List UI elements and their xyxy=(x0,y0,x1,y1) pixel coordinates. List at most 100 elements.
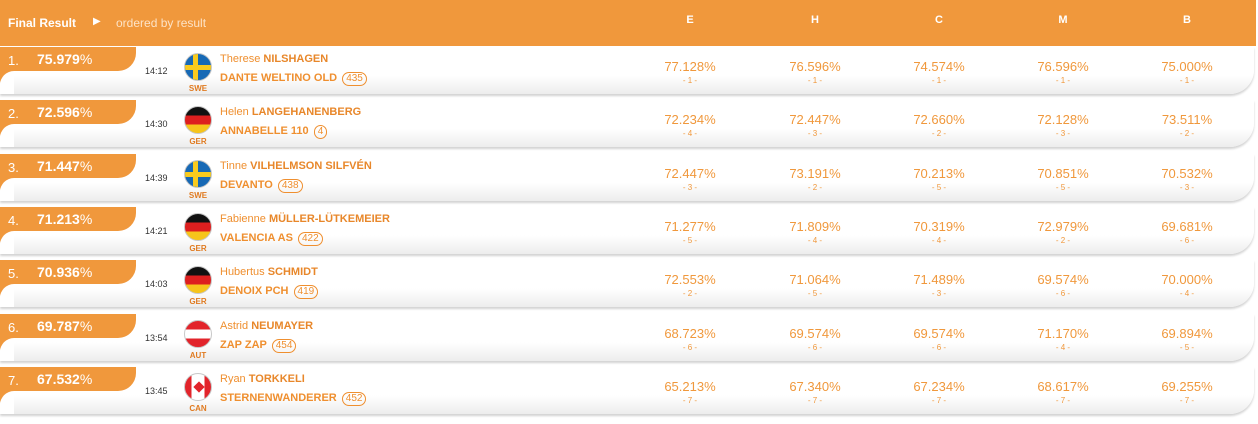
rider-last-name: LANGEHANENBERG xyxy=(251,106,362,119)
horse-name-text: ZAP ZAP xyxy=(220,338,267,351)
judge-percentage: 71.064% xyxy=(789,272,841,288)
ger-flag-icon xyxy=(184,106,212,135)
swe-flag-icon xyxy=(184,159,212,188)
total-score-value: 67.532 xyxy=(37,370,80,387)
rider-first-name: Ryan xyxy=(220,372,246,385)
ordering-label[interactable]: ordered by result xyxy=(116,16,207,30)
horse-name-text: ANNABELLE 110 xyxy=(220,125,309,138)
result-row[interactable]: 1. 75.979% 14:12 SWE Therese NILSHAGEN D… xyxy=(0,47,1256,97)
results-header: Final Result ▶ ordered by result E H C M… xyxy=(0,0,1256,46)
nation-code: SWE xyxy=(188,84,208,93)
nation-code: GER xyxy=(189,243,207,253)
rank-tab: 5. 70.936% xyxy=(0,260,136,285)
rank-tab-tail xyxy=(0,337,14,361)
rider-name[interactable]: Therese NILSHAGEN xyxy=(220,53,328,65)
rank-number: 3. xyxy=(8,159,19,175)
judge-rank: - 4 - xyxy=(807,235,823,245)
judge-percentage: 71.489% xyxy=(913,272,965,288)
judge-percentage: 70.319% xyxy=(913,218,965,234)
judge-percentage: 70.213% xyxy=(913,165,965,181)
horse-name-text: DANTE WELTINO OLD xyxy=(220,72,338,84)
rider-last-name: VILHELMSON SILFVÉN xyxy=(250,159,372,172)
total-score: 69.787% xyxy=(37,318,92,334)
rider-name[interactable]: Helen LANGEHANENBERG xyxy=(220,106,361,118)
horse-name[interactable]: DENOIX PCH 419 xyxy=(220,285,319,300)
judge-rank: - 5 - xyxy=(1179,342,1195,352)
horse-name[interactable]: ANNABELLE 110 4 xyxy=(220,125,328,140)
judge-column-header: M xyxy=(1058,14,1068,26)
start-time: 13:54 xyxy=(145,332,168,343)
rider-name[interactable]: Ryan TORKKELI xyxy=(220,373,305,385)
rank-tab: 1. 75.979% xyxy=(0,47,136,71)
judge-rank: - 4 - xyxy=(682,129,698,139)
horse-number-badge: 438 xyxy=(277,178,303,193)
judge-rank: - 4 - xyxy=(931,235,947,245)
total-score-value: 71.447 xyxy=(37,157,80,174)
judge-percentage: 70.000% xyxy=(1161,272,1213,288)
rider-name[interactable]: Astrid NEUMAYER xyxy=(220,320,313,332)
judge-rank: - 3 - xyxy=(807,129,823,139)
judge-rank: - 1 - xyxy=(1055,76,1071,85)
play-arrow-icon[interactable]: ▶ xyxy=(93,16,101,27)
judge-percentage: 69.574% xyxy=(1037,272,1089,288)
horse-name[interactable]: VALENCIA AS 422 xyxy=(220,231,323,246)
judge-percentage: 68.617% xyxy=(1037,378,1089,394)
rider-name[interactable]: Hubertus SCHMIDT xyxy=(220,266,318,278)
rider-name[interactable]: Tinne VILHELMSON SILFVÉN xyxy=(220,160,372,172)
judge-rank: - 4 - xyxy=(1179,289,1195,299)
swe-flag-icon xyxy=(184,53,212,81)
rider-name[interactable]: Fabienne MÜLLER-LÜTKEMEIER xyxy=(220,213,390,225)
judge-rank: - 2 - xyxy=(931,129,947,139)
nation-code: GER xyxy=(189,297,207,307)
rank-number: 7. xyxy=(8,372,19,388)
nation-code: SWE xyxy=(188,190,208,200)
judge-rank: - 3 - xyxy=(931,289,947,299)
result-row[interactable]: 5. 70.936% 14:03 GER Hubertus SCHMIDT DE… xyxy=(0,260,1256,310)
result-row[interactable]: 2. 72.596% 14:30 GER Helen LANGEHANENBER… xyxy=(0,100,1256,150)
ger-flag-icon xyxy=(184,212,212,241)
judge-rank: - 2 - xyxy=(807,182,823,192)
total-score-value: 71.213 xyxy=(37,210,80,227)
rank-tab: 2. 72.596% xyxy=(0,100,136,125)
judge-percentage: 72.234% xyxy=(664,112,716,128)
horse-name[interactable]: STERNENWANDERER 452 xyxy=(220,391,367,406)
nation-code: AUT xyxy=(189,350,207,360)
judge-rank: - 3 - xyxy=(682,182,698,192)
result-row[interactable]: 4. 71.213% 14:21 GER Fabienne MÜLLER-LÜT… xyxy=(0,206,1256,257)
rank-tab-tail xyxy=(0,71,14,94)
judge-percentage: 69.255% xyxy=(1161,378,1213,394)
judge-column-header: B xyxy=(1183,14,1191,26)
percent-sign: % xyxy=(79,264,93,281)
result-row[interactable]: 3. 71.447% 14:39 SWE Tinne VILHELMSON SI… xyxy=(0,153,1256,204)
judge-percentage: 72.447% xyxy=(664,165,716,181)
percent-sign: % xyxy=(79,157,93,174)
judge-percentage: 71.170% xyxy=(1037,325,1089,341)
judge-rank: - 6 - xyxy=(682,342,698,352)
horse-name-text: DEVANTO xyxy=(220,178,273,191)
rank-tab-tail xyxy=(0,284,14,308)
horse-name[interactable]: DANTE WELTINO OLD 435 xyxy=(220,72,367,86)
judge-percentage: 76.596% xyxy=(789,59,841,74)
rider-last-name: MÜLLER-LÜTKEMEIER xyxy=(268,212,390,225)
judge-percentage: 71.277% xyxy=(664,218,716,234)
judge-rank: - 1 - xyxy=(807,76,823,85)
judge-column-header: C xyxy=(935,14,943,26)
judge-percentage: 76.596% xyxy=(1037,59,1089,74)
horse-name-text: STERNENWANDERER xyxy=(220,391,337,404)
horse-name[interactable]: DEVANTO 438 xyxy=(220,178,303,193)
result-row[interactable]: 6. 69.787% 13:54 AUT Astrid NEUMAYER ZAP… xyxy=(0,313,1256,364)
total-score: 67.532% xyxy=(37,371,92,387)
can-flag-icon xyxy=(184,372,212,401)
horse-number-badge: 454 xyxy=(271,338,297,353)
rider-last-name: NILSHAGEN xyxy=(263,53,329,65)
judge-rank: - 5 - xyxy=(682,235,698,245)
judge-percentage: 68.723% xyxy=(664,325,716,341)
result-row[interactable]: 7. 67.532% 13:45 CAN Ryan TORKKELI STERN… xyxy=(0,366,1256,417)
horse-name[interactable]: ZAP ZAP 454 xyxy=(220,338,297,353)
rank-tab-tail xyxy=(0,177,14,201)
rider-first-name: Astrid xyxy=(220,319,249,332)
total-score: 72.596% xyxy=(37,104,92,120)
total-score: 75.979% xyxy=(37,51,92,67)
judge-percentage: 75.000% xyxy=(1161,59,1213,74)
rank-tab-tail xyxy=(0,390,14,414)
